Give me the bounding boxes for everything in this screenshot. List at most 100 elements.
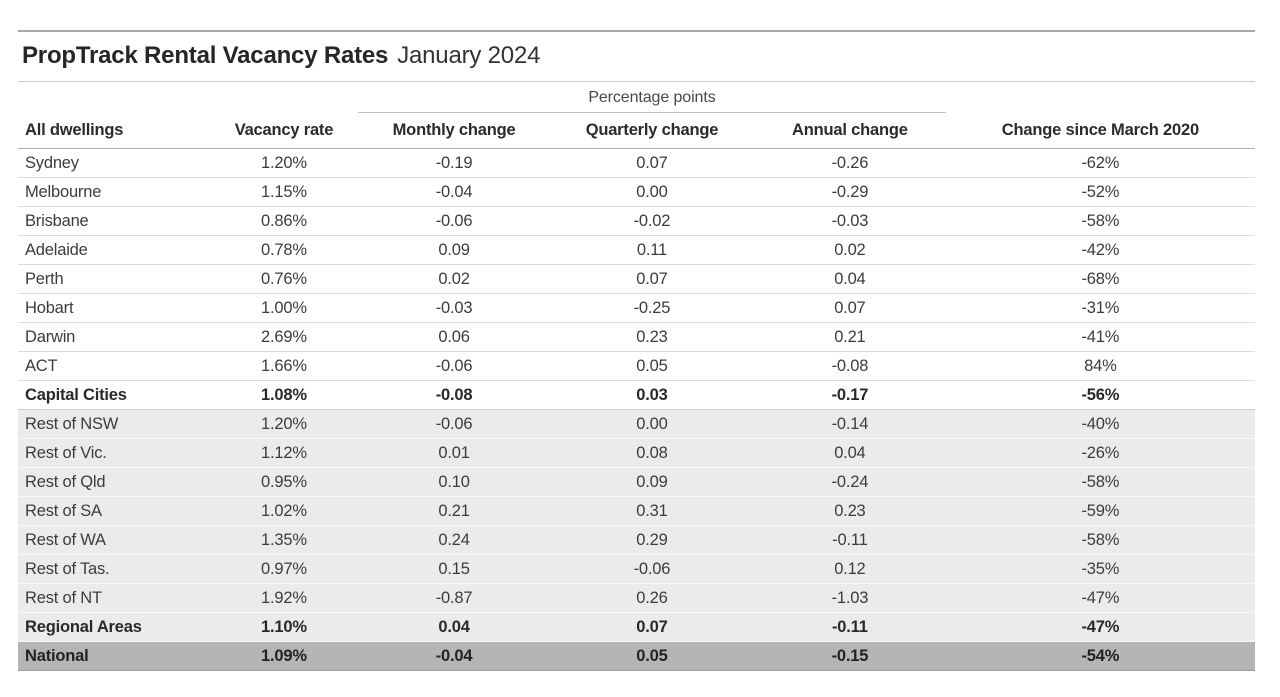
column-header-monthly-change: Monthly change	[358, 112, 550, 149]
cell-change-since-march-2020: -56%	[945, 380, 1255, 410]
cell-quarterly-change: 0.03	[549, 380, 754, 410]
cell-monthly-change: -0.06	[358, 409, 550, 439]
cell-region-label: Rest of WA	[18, 525, 210, 555]
cell-quarterly-change: 0.00	[549, 177, 754, 207]
table-row: Sydney 1.20% -0.19 0.07 -0.26 -62%	[18, 148, 1255, 178]
cell-quarterly-change: -0.02	[549, 206, 754, 236]
figure-title-period: January 2024	[397, 42, 541, 69]
cell-change-since-march-2020: -58%	[945, 206, 1255, 236]
cell-monthly-change: 0.01	[358, 438, 550, 468]
column-header-all-dwellings: All dwellings	[18, 112, 210, 149]
cell-vacancy-rate: 1.10%	[209, 612, 359, 642]
cell-vacancy-rate: 0.97%	[209, 554, 359, 584]
percentage-points-spanner: Percentage points	[358, 82, 946, 113]
cell-vacancy-rate: 1.92%	[209, 583, 359, 613]
cell-vacancy-rate: 1.08%	[209, 380, 359, 410]
cell-annual-change: -0.15	[754, 641, 946, 671]
cell-region-label: ACT	[18, 351, 210, 381]
cell-quarterly-change: 0.07	[549, 148, 754, 178]
group-header-spacer-vacancy	[210, 82, 358, 113]
cell-vacancy-rate: 0.76%	[209, 264, 359, 294]
cell-annual-change: -0.29	[754, 177, 946, 207]
cell-monthly-change: -0.19	[358, 148, 550, 178]
cell-region-label: Darwin	[18, 322, 210, 352]
cell-change-since-march-2020: -59%	[945, 496, 1255, 526]
table-row: National 1.09% -0.04 0.05 -0.15 -54%	[18, 641, 1255, 671]
column-header-quarterly-change: Quarterly change	[549, 112, 754, 149]
cell-annual-change: -0.17	[754, 380, 946, 410]
table-header: Percentage points All dwellings Vacancy …	[18, 82, 1255, 149]
cell-quarterly-change: 0.29	[549, 525, 754, 555]
cell-region-label: Perth	[18, 264, 210, 294]
cell-change-since-march-2020: 84%	[945, 351, 1255, 381]
cell-change-since-march-2020: -54%	[945, 641, 1255, 671]
cell-monthly-change: 0.09	[358, 235, 550, 265]
cell-vacancy-rate: 1.35%	[209, 525, 359, 555]
cell-quarterly-change: 0.23	[549, 322, 754, 352]
cell-monthly-change: -0.87	[358, 583, 550, 613]
cell-vacancy-rate: 2.69%	[209, 322, 359, 352]
cell-change-since-march-2020: -31%	[945, 293, 1255, 323]
column-header-annual-change: Annual change	[754, 112, 946, 149]
cell-quarterly-change: 0.26	[549, 583, 754, 613]
table-row: Rest of Tas. 0.97% 0.15 -0.06 0.12 -35%	[18, 554, 1255, 584]
cell-change-since-march-2020: -42%	[945, 235, 1255, 265]
cell-monthly-change: -0.04	[358, 641, 550, 671]
group-header-spacer-right	[946, 82, 1255, 113]
cell-annual-change: -0.14	[754, 409, 946, 439]
cell-region-label: Rest of Vic.	[18, 438, 210, 468]
cell-annual-change: -0.24	[754, 467, 946, 497]
cell-region-label: Rest of NSW	[18, 409, 210, 439]
cell-change-since-march-2020: -40%	[945, 409, 1255, 439]
cell-annual-change: 0.12	[754, 554, 946, 584]
cell-region-label: Adelaide	[18, 235, 210, 265]
cell-change-since-march-2020: -47%	[945, 583, 1255, 613]
column-header-vacancy-rate: Vacancy rate	[209, 112, 359, 149]
cell-change-since-march-2020: -26%	[945, 438, 1255, 468]
cell-monthly-change: 0.24	[358, 525, 550, 555]
table-row: Rest of WA 1.35% 0.24 0.29 -0.11 -58%	[18, 525, 1255, 555]
cell-monthly-change: 0.10	[358, 467, 550, 497]
cell-monthly-change: 0.04	[358, 612, 550, 642]
cell-region-label: Regional Areas	[18, 612, 210, 642]
table-row: Hobart 1.00% -0.03 -0.25 0.07 -31%	[18, 293, 1255, 323]
cell-vacancy-rate: 1.02%	[209, 496, 359, 526]
column-header-change-since-march-2020: Change since March 2020	[945, 112, 1255, 149]
cell-vacancy-rate: 1.15%	[209, 177, 359, 207]
group-header-spacer-left	[18, 82, 210, 113]
cell-annual-change: -0.11	[754, 612, 946, 642]
cell-annual-change: 0.21	[754, 322, 946, 352]
cell-change-since-march-2020: -52%	[945, 177, 1255, 207]
table-body: Sydney 1.20% -0.19 0.07 -0.26 -62% Melbo…	[18, 148, 1255, 671]
cell-quarterly-change: 0.00	[549, 409, 754, 439]
cell-annual-change: 0.02	[754, 235, 946, 265]
table-row: Regional Areas 1.10% 0.04 0.07 -0.11 -47…	[18, 612, 1255, 642]
figure-title: PropTrack Rental Vacancy Rates January 20…	[18, 30, 1255, 82]
cell-annual-change: -0.08	[754, 351, 946, 381]
cell-region-label: National	[18, 641, 210, 671]
cell-monthly-change: 0.02	[358, 264, 550, 294]
cell-vacancy-rate: 0.95%	[209, 467, 359, 497]
cell-region-label: Sydney	[18, 148, 210, 178]
cell-change-since-march-2020: -58%	[945, 467, 1255, 497]
vacancy-rates-table: Percentage points All dwellings Vacancy …	[18, 82, 1255, 671]
cell-change-since-march-2020: -62%	[945, 148, 1255, 178]
cell-quarterly-change: 0.05	[549, 351, 754, 381]
cell-vacancy-rate: 1.20%	[209, 148, 359, 178]
cell-change-since-march-2020: -58%	[945, 525, 1255, 555]
cell-annual-change: 0.04	[754, 438, 946, 468]
cell-quarterly-change: 0.09	[549, 467, 754, 497]
cell-monthly-change: 0.15	[358, 554, 550, 584]
cell-monthly-change: -0.04	[358, 177, 550, 207]
cell-vacancy-rate: 1.09%	[209, 641, 359, 671]
cell-change-since-march-2020: -41%	[945, 322, 1255, 352]
cell-region-label: Capital Cities	[18, 380, 210, 410]
cell-annual-change: -0.11	[754, 525, 946, 555]
figure-title-main: PropTrack Rental Vacancy Rates	[22, 42, 389, 69]
cell-annual-change: -1.03	[754, 583, 946, 613]
cell-monthly-change: 0.06	[358, 322, 550, 352]
cell-region-label: Melbourne	[18, 177, 210, 207]
cell-annual-change: 0.07	[754, 293, 946, 323]
cell-vacancy-rate: 1.66%	[209, 351, 359, 381]
